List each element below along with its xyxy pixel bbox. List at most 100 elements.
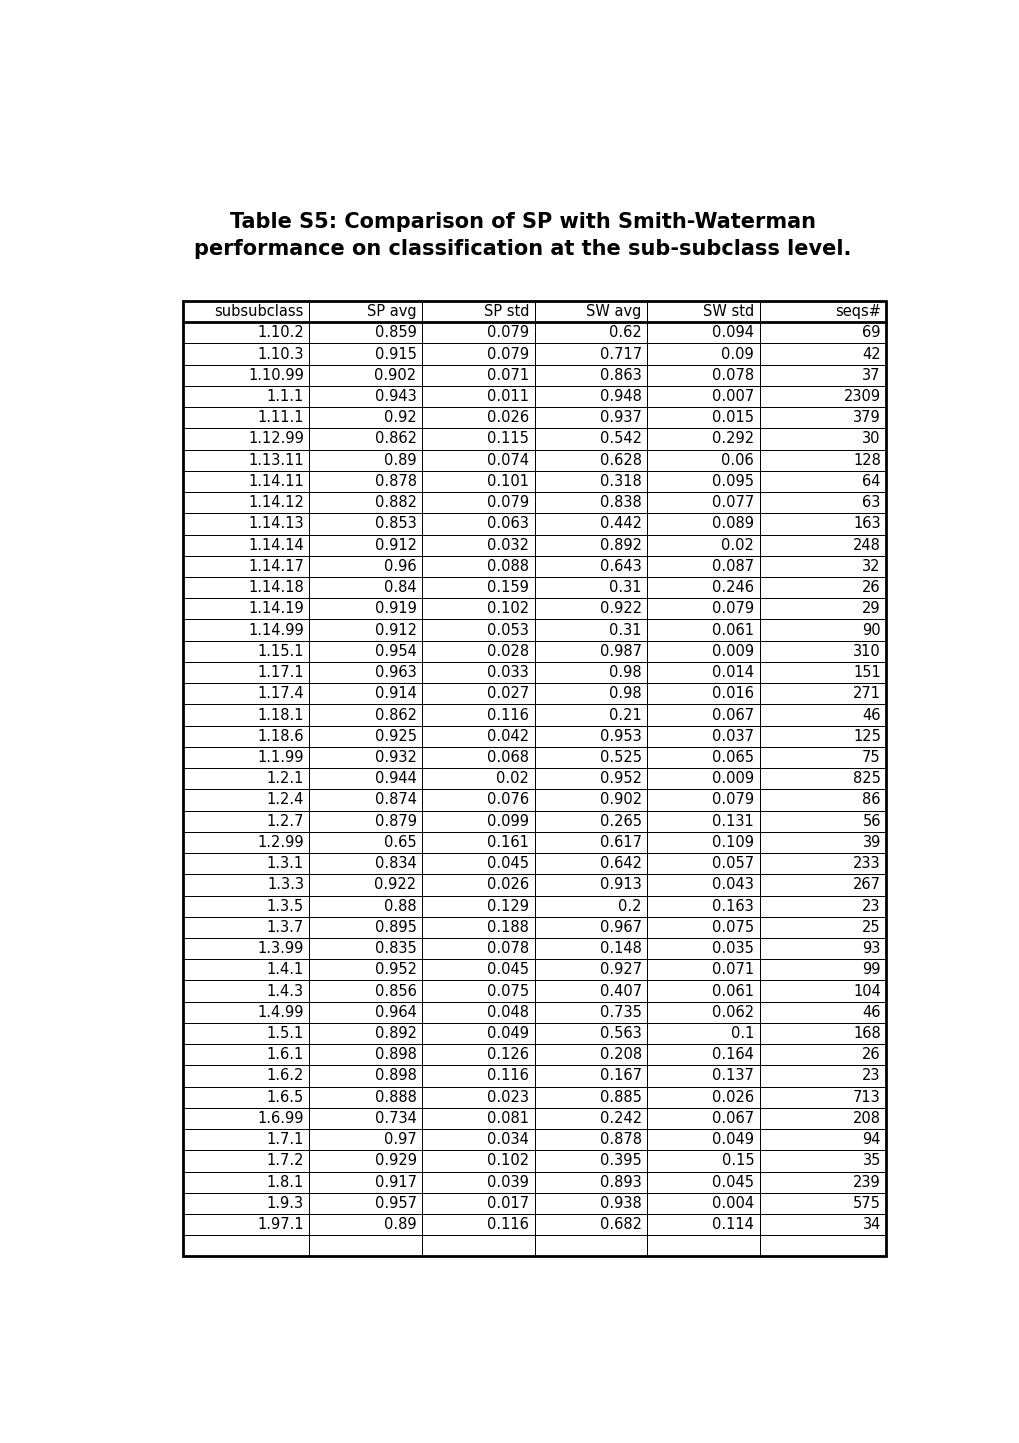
Bar xyxy=(534,577,646,599)
Text: 0.878: 0.878 xyxy=(599,1133,641,1147)
Bar xyxy=(182,343,309,365)
Text: 1.3.99: 1.3.99 xyxy=(258,941,304,957)
Text: 0.98: 0.98 xyxy=(608,687,641,701)
Text: 1.6.2: 1.6.2 xyxy=(266,1068,304,1084)
Text: 0.039: 0.039 xyxy=(487,1175,529,1189)
Text: SW std: SW std xyxy=(702,304,753,319)
Bar xyxy=(646,450,759,470)
Bar xyxy=(646,470,759,492)
Text: 163: 163 xyxy=(852,517,880,531)
Bar xyxy=(759,429,886,450)
Text: 0.015: 0.015 xyxy=(711,410,753,426)
Text: 0.964: 0.964 xyxy=(374,1004,416,1020)
Text: 1.14.14: 1.14.14 xyxy=(248,538,304,553)
Bar xyxy=(422,322,534,343)
Text: SP avg: SP avg xyxy=(367,304,416,319)
Text: 0.642: 0.642 xyxy=(599,856,641,872)
Bar xyxy=(422,747,534,768)
Text: 0.885: 0.885 xyxy=(599,1089,641,1105)
Bar xyxy=(182,1087,309,1108)
Text: 0.96: 0.96 xyxy=(383,558,416,574)
Text: 0.089: 0.089 xyxy=(711,517,753,531)
Bar xyxy=(182,1150,309,1172)
Bar xyxy=(534,1001,646,1023)
Text: 0.879: 0.879 xyxy=(374,814,416,828)
Bar xyxy=(182,916,309,938)
Text: 94: 94 xyxy=(861,1133,880,1147)
Bar xyxy=(759,1108,886,1128)
Bar xyxy=(422,916,534,938)
Bar xyxy=(759,1045,886,1065)
Bar xyxy=(759,470,886,492)
Text: 37: 37 xyxy=(861,368,880,382)
Text: 0.163: 0.163 xyxy=(711,899,753,913)
Text: 1.9.3: 1.9.3 xyxy=(267,1196,304,1211)
Text: 1.18.1: 1.18.1 xyxy=(257,707,304,723)
Bar xyxy=(182,960,309,980)
Text: 0.912: 0.912 xyxy=(374,538,416,553)
Text: 0.028: 0.028 xyxy=(486,644,529,659)
Text: 0.026: 0.026 xyxy=(486,877,529,892)
Bar xyxy=(534,768,646,789)
Bar xyxy=(759,1193,886,1214)
Bar xyxy=(534,811,646,831)
Text: 0.898: 0.898 xyxy=(374,1048,416,1062)
Text: 0.395: 0.395 xyxy=(599,1153,641,1169)
Bar xyxy=(182,429,309,450)
Bar xyxy=(422,1128,534,1150)
Bar xyxy=(422,429,534,450)
Bar xyxy=(759,1235,886,1257)
Bar xyxy=(182,768,309,789)
Bar xyxy=(309,768,422,789)
Bar xyxy=(759,1214,886,1235)
Bar xyxy=(182,534,309,556)
Bar xyxy=(646,534,759,556)
Text: 0.915: 0.915 xyxy=(374,346,416,362)
Bar xyxy=(182,1045,309,1065)
Bar xyxy=(309,385,422,407)
Bar xyxy=(646,853,759,874)
Text: 0.834: 0.834 xyxy=(374,856,416,872)
Text: 0.888: 0.888 xyxy=(374,1089,416,1105)
Text: 128: 128 xyxy=(852,453,880,468)
Bar xyxy=(534,916,646,938)
Text: 0.21: 0.21 xyxy=(608,707,641,723)
Bar xyxy=(759,662,886,683)
Bar xyxy=(422,641,534,662)
Text: 379: 379 xyxy=(852,410,880,426)
Text: 310: 310 xyxy=(852,644,880,659)
Text: 39: 39 xyxy=(862,835,880,850)
Bar xyxy=(309,365,422,385)
Bar xyxy=(182,556,309,577)
Bar xyxy=(422,470,534,492)
Text: 46: 46 xyxy=(861,707,880,723)
Text: 0.126: 0.126 xyxy=(487,1048,529,1062)
Bar xyxy=(309,789,422,811)
Bar xyxy=(759,450,886,470)
Text: 90: 90 xyxy=(861,622,880,638)
Text: 0.208: 0.208 xyxy=(599,1048,641,1062)
Text: 0.987: 0.987 xyxy=(599,644,641,659)
Bar xyxy=(182,831,309,853)
Text: 0.963: 0.963 xyxy=(374,665,416,680)
Text: 0.617: 0.617 xyxy=(599,835,641,850)
Text: 69: 69 xyxy=(861,325,880,341)
Text: 0.007: 0.007 xyxy=(711,390,753,404)
Text: 267: 267 xyxy=(852,877,880,892)
Bar xyxy=(646,514,759,534)
Text: 0.068: 0.068 xyxy=(487,750,529,765)
Bar xyxy=(646,768,759,789)
Bar xyxy=(309,704,422,726)
Bar xyxy=(309,1001,422,1023)
Bar xyxy=(534,429,646,450)
Text: 1.3.5: 1.3.5 xyxy=(267,899,304,913)
Bar xyxy=(534,641,646,662)
Text: 0.081: 0.081 xyxy=(487,1111,529,1126)
Bar xyxy=(646,1087,759,1108)
Text: 0.89: 0.89 xyxy=(383,453,416,468)
Bar xyxy=(182,1172,309,1193)
Text: 0.035: 0.035 xyxy=(711,941,753,957)
Text: 0.116: 0.116 xyxy=(487,1068,529,1084)
Text: 0.835: 0.835 xyxy=(374,941,416,957)
Bar xyxy=(534,831,646,853)
